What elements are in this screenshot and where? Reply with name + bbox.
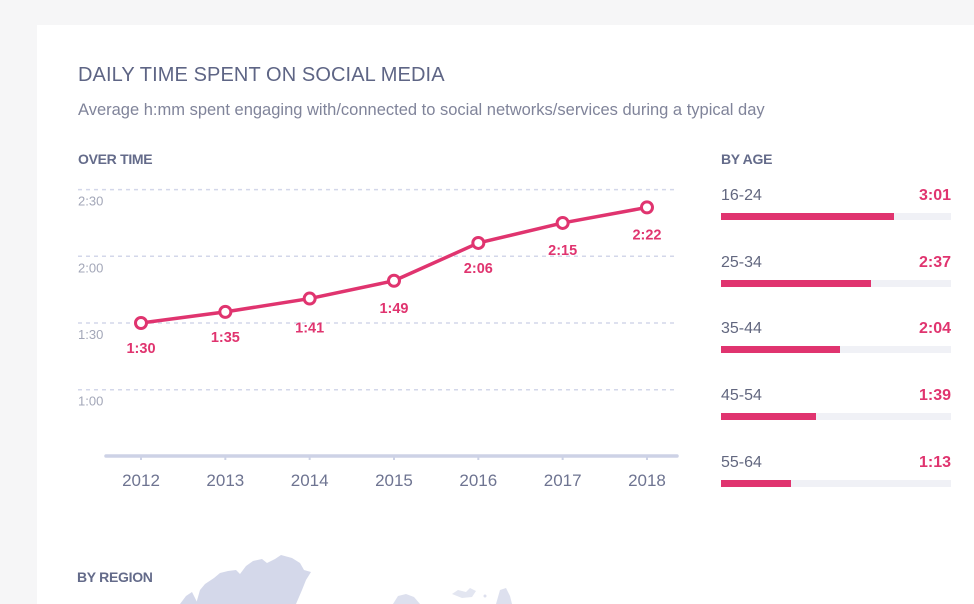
age-label: 25-34	[721, 253, 762, 271]
age-row-55-64: 55-64 1:13	[721, 454, 951, 494]
map-landmass-arctic-islands	[393, 588, 512, 604]
age-row-25-34: 25-34 2:37	[721, 254, 951, 294]
data-point	[555, 215, 570, 230]
age-label: 35-44	[721, 320, 762, 338]
y-tick-label: 2:00	[78, 260, 103, 275]
page-subtitle: Average h:mm spent engaging with/connect…	[78, 101, 765, 119]
data-point	[386, 273, 401, 288]
data-label: 1:41	[295, 321, 324, 337]
age-row-45-54: 45-54 1:39	[721, 387, 951, 427]
data-label: 2:06	[464, 261, 493, 277]
age-row-16-24: 16-24 3:01	[721, 187, 951, 227]
age-bar-track	[721, 479, 951, 487]
age-value: 1:39	[918, 387, 951, 405]
age-label: 55-64	[721, 453, 762, 471]
data-label: 2:22	[632, 227, 661, 243]
y-tick-label: 1:00	[78, 394, 103, 409]
x-tick-label: 2018	[628, 471, 666, 490]
age-bar-fill	[721, 479, 791, 487]
map-landmass-greenland	[180, 555, 311, 604]
age-label: 45-54	[721, 387, 762, 405]
age-value: 3:01	[918, 187, 951, 204]
section-label-by-age: BY AGE	[721, 151, 773, 167]
data-point	[134, 316, 148, 330]
page-title: DAILY TIME SPENT ON SOCIAL MEDIA	[78, 64, 445, 86]
section-label-over-time: OVER TIME	[78, 151, 153, 167]
x-tick-label: 2013	[206, 471, 244, 490]
y-tick-label: 2:30	[78, 194, 103, 209]
age-label: 16-24	[721, 187, 762, 204]
data-point	[302, 291, 317, 306]
x-tick-label: 2016	[459, 471, 497, 490]
data-point	[639, 200, 654, 215]
age-bar-fill	[721, 213, 895, 220]
y-tick-label: 1:30	[78, 327, 103, 342]
data-label: 1:49	[379, 301, 408, 317]
age-bar-track	[721, 279, 951, 287]
data-label: 1:30	[126, 341, 155, 357]
age-value: 2:37	[918, 253, 951, 271]
section-label-by-region: BY REGION	[77, 569, 153, 585]
age-bar-fill	[721, 346, 840, 354]
data-point	[471, 235, 486, 250]
age-bar-fill	[721, 279, 872, 287]
x-tick-label: 2014	[291, 471, 329, 490]
age-bar-fill	[721, 413, 816, 421]
x-tick-label: 2015	[375, 471, 413, 490]
age-value: 2:04	[918, 320, 951, 338]
data-point	[218, 304, 233, 319]
age-row-35-44: 35-44 2:04	[721, 320, 951, 360]
x-tick-label: 2017	[544, 471, 582, 490]
x-tick-label: 2012	[122, 471, 160, 490]
age-bar-track	[721, 413, 951, 421]
age-value: 1:13	[918, 453, 951, 471]
data-label: 2:15	[548, 243, 577, 259]
data-label: 1:35	[211, 330, 240, 346]
age-bar-track	[721, 213, 951, 220]
age-bar-track	[721, 346, 951, 354]
